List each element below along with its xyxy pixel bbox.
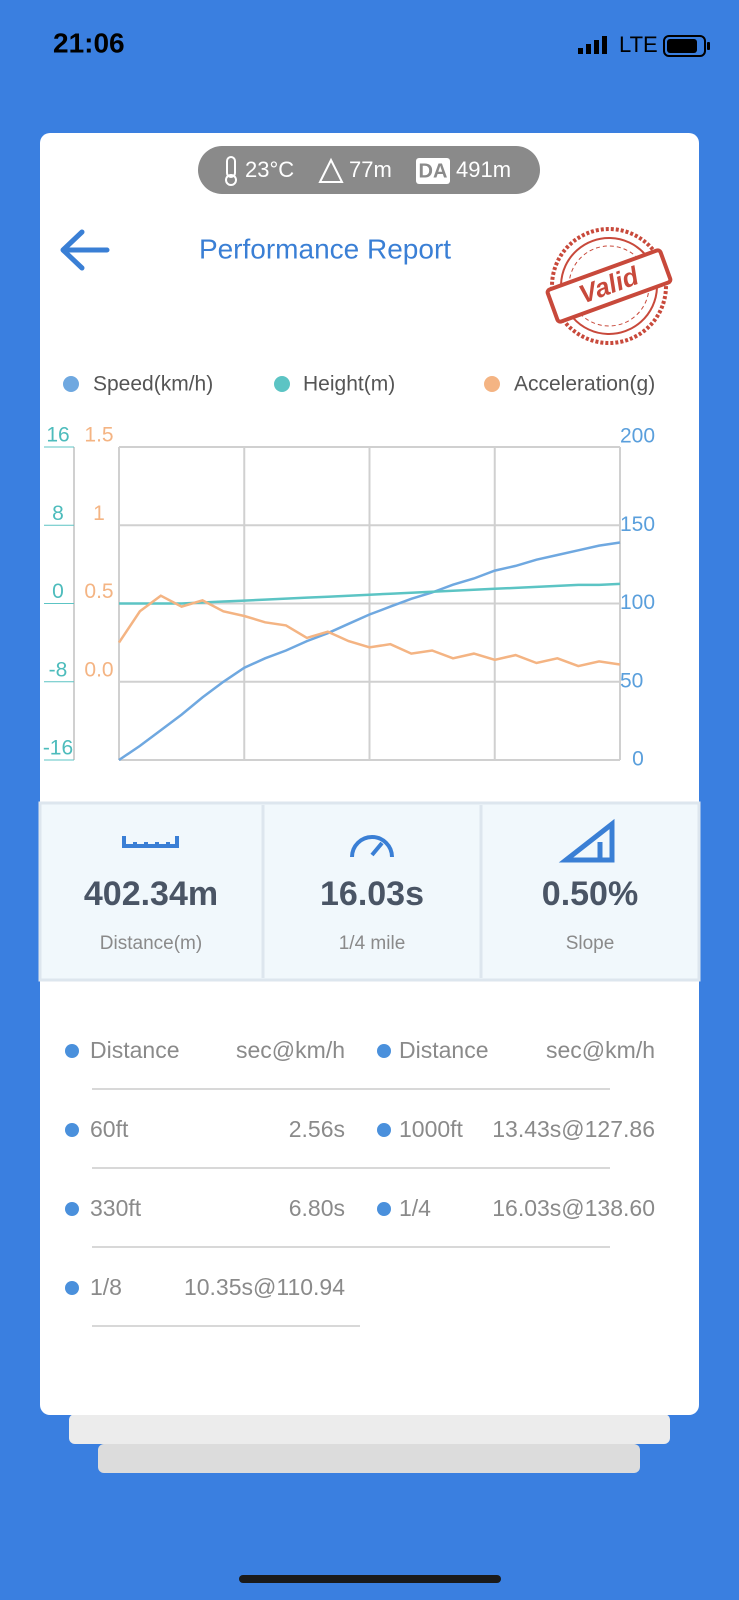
stat-value: 16.03s	[320, 875, 424, 913]
row-dot	[377, 1044, 391, 1058]
stat-value: 402.34m	[84, 875, 218, 913]
series-line	[119, 582, 621, 605]
temperature: 23°C	[245, 157, 294, 182]
y2-tick-label: 0	[52, 580, 64, 603]
row-dot	[377, 1202, 391, 1216]
stats-band	[38, 801, 701, 982]
y3-tick-label: 0.0	[84, 658, 113, 681]
y2-tick-label: 8	[52, 502, 64, 525]
legend-marker	[484, 376, 500, 392]
ruler-icon	[122, 836, 179, 848]
row-value: 2.56s	[289, 1116, 345, 1142]
status-time: 21:06	[53, 27, 125, 58]
header-value: sec@km/h	[236, 1037, 345, 1063]
y3-tick-label: 1.5	[84, 424, 113, 447]
stat-label: Slope	[566, 933, 615, 954]
row-name: 330ft	[90, 1195, 142, 1221]
header-name: Distance	[399, 1037, 488, 1063]
conditions-chip	[198, 146, 540, 194]
home-indicator	[239, 1575, 501, 1583]
series-line	[118, 541, 621, 762]
series-line	[117, 594, 621, 668]
card	[40, 133, 699, 1415]
battery	[663, 35, 710, 57]
y2-tick-label: 16	[46, 424, 69, 447]
stat-label: Distance(m)	[100, 933, 202, 954]
row-dot	[65, 1123, 79, 1137]
splits-table: Distance sec@km/h Distance sec@km/h 60ft 2.56…	[65, 1037, 655, 1327]
mountain-icon	[318, 157, 344, 183]
chart: Speed(km/h) Height(m) Acceleration(g)05010…	[43, 373, 655, 771]
signal	[578, 36, 607, 54]
row-value: 13.43s@127.86	[492, 1116, 655, 1142]
da-badge-bg	[416, 158, 450, 184]
row-value: 6.80s	[289, 1195, 345, 1221]
y3-tick-label: 0.5	[84, 580, 113, 603]
row-name: 1/8	[90, 1274, 122, 1300]
stats: 402.34m Distance(m) 16.03s 1/4 mile 0.50% Slo…	[84, 875, 638, 954]
row-name: 1/4	[399, 1195, 431, 1221]
altitude: 77m	[349, 157, 392, 182]
thermometer-icon	[225, 156, 237, 186]
row-dot	[65, 1202, 79, 1216]
row-value: 16.03s@138.60	[492, 1195, 655, 1221]
legend-label: Height(m)	[303, 373, 395, 396]
stat-label: 1/4 mile	[339, 933, 406, 954]
row-name: 1000ft	[399, 1116, 464, 1142]
card-shadow	[69, 1414, 670, 1444]
y-tick-label: 200	[620, 425, 655, 448]
network: LTE	[619, 32, 658, 57]
y2-tick-label: -8	[49, 658, 68, 681]
y-tick-label: 150	[620, 513, 655, 536]
row-dot	[377, 1123, 391, 1137]
stat-value: 0.50%	[542, 875, 638, 913]
row-dot	[65, 1281, 79, 1295]
page-title: Performance Report	[199, 233, 451, 264]
legend-label: Speed(km/h)	[93, 373, 213, 396]
y-tick-label: 100	[620, 591, 655, 614]
y-tick-label: 0	[632, 748, 644, 771]
header-name: Distance	[90, 1037, 179, 1063]
legend-label: Acceleration(g)	[514, 373, 655, 396]
card-shadow	[98, 1444, 640, 1473]
gauge-icon	[350, 835, 394, 858]
da-badge: DA	[419, 160, 448, 182]
legend-marker	[274, 376, 290, 392]
legend-marker	[63, 376, 79, 392]
y2-tick-label: -16	[43, 737, 73, 760]
density-altitude: 491m	[456, 157, 511, 182]
row-value: 10.35s@110.94	[184, 1274, 345, 1300]
y3-tick-label: 1	[93, 502, 105, 525]
row-name: 60ft	[90, 1116, 129, 1142]
back-button[interactable]	[60, 229, 110, 271]
header-value: sec@km/h	[546, 1037, 655, 1063]
row-dot	[65, 1044, 79, 1058]
slope-icon	[558, 818, 615, 863]
y-tick-label: 50	[620, 669, 643, 692]
